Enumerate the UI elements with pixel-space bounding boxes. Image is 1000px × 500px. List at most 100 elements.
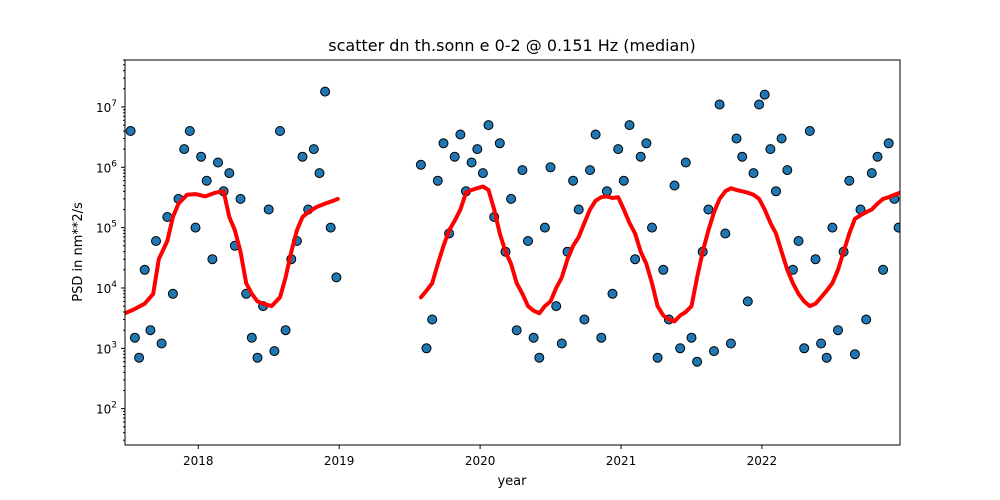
data-point bbox=[432, 175, 443, 186]
data-point bbox=[523, 236, 533, 246]
data-point bbox=[252, 352, 263, 363]
data-point bbox=[821, 352, 832, 363]
data-point bbox=[156, 338, 167, 349]
data-point bbox=[737, 151, 748, 162]
data-point bbox=[720, 228, 731, 239]
data-point bbox=[692, 356, 703, 367]
data-point bbox=[579, 314, 590, 325]
data-point bbox=[184, 126, 195, 136]
y-tick-label: 105 bbox=[96, 220, 117, 236]
data-point bbox=[613, 144, 624, 155]
data-point bbox=[449, 151, 460, 162]
plot-area bbox=[125, 86, 900, 367]
data-point bbox=[207, 254, 218, 265]
data-point bbox=[630, 254, 641, 265]
data-point bbox=[455, 129, 466, 140]
data-point bbox=[573, 204, 584, 215]
axes-frame bbox=[124, 59, 901, 446]
data-point bbox=[759, 89, 770, 100]
data-point bbox=[325, 222, 336, 233]
data-point bbox=[827, 222, 838, 233]
y-tick-label: 102 bbox=[96, 401, 117, 417]
data-point bbox=[125, 126, 136, 136]
data-point bbox=[314, 168, 325, 179]
data-point bbox=[849, 349, 860, 360]
data-point bbox=[134, 352, 145, 363]
data-point bbox=[331, 272, 342, 283]
data-point bbox=[506, 193, 517, 204]
data-point bbox=[534, 352, 545, 363]
data-point bbox=[669, 180, 680, 191]
data-point bbox=[624, 120, 635, 131]
data-point bbox=[415, 159, 426, 170]
data-point bbox=[793, 236, 804, 246]
data-point bbox=[224, 168, 235, 179]
data-point bbox=[201, 175, 212, 186]
scatter-points bbox=[125, 86, 900, 367]
data-point bbox=[804, 126, 815, 136]
data-point bbox=[742, 296, 753, 307]
data-point bbox=[725, 338, 736, 349]
data-point bbox=[511, 325, 522, 336]
data-point bbox=[675, 343, 686, 354]
data-point bbox=[556, 338, 567, 349]
data-point bbox=[568, 175, 579, 186]
data-point bbox=[714, 99, 725, 110]
data-point bbox=[731, 133, 742, 144]
data-point bbox=[263, 204, 274, 215]
median-line-segment bbox=[418, 184, 900, 324]
data-point bbox=[545, 162, 556, 173]
x-tick-label: 2022 bbox=[747, 454, 778, 468]
data-point bbox=[771, 186, 781, 197]
data-point bbox=[585, 165, 595, 176]
data-point bbox=[844, 175, 855, 186]
x-tick-label: 2021 bbox=[606, 454, 637, 468]
data-point bbox=[139, 264, 150, 275]
data-point bbox=[190, 222, 201, 233]
x-axis: 2018 2019 2020 2021 2022 bbox=[183, 445, 777, 468]
y-axis-label: PSD in nm**2/s bbox=[71, 202, 86, 302]
data-point bbox=[280, 325, 291, 336]
data-point bbox=[680, 157, 691, 168]
data-point bbox=[466, 157, 477, 168]
data-point bbox=[833, 325, 843, 336]
data-point bbox=[748, 168, 759, 179]
x-tick-label: 2019 bbox=[324, 454, 355, 468]
data-point bbox=[754, 99, 765, 110]
data-point bbox=[196, 151, 207, 162]
data-point bbox=[703, 204, 714, 215]
data-point bbox=[618, 175, 629, 186]
x-axis-label: year bbox=[497, 474, 527, 489]
data-point bbox=[861, 314, 872, 325]
chart-title: scatter dn th.sonn e 0-2 @ 0.151 Hz (med… bbox=[328, 36, 695, 55]
data-point bbox=[765, 144, 776, 155]
data-point bbox=[872, 151, 883, 162]
y-tick-label: 104 bbox=[96, 280, 117, 296]
data-point bbox=[438, 138, 449, 149]
y-tick-label: 107 bbox=[96, 99, 117, 115]
data-point bbox=[539, 222, 550, 233]
data-point bbox=[308, 144, 319, 155]
data-point bbox=[782, 165, 793, 176]
data-point bbox=[269, 346, 280, 357]
data-point bbox=[799, 343, 810, 354]
data-point bbox=[647, 222, 657, 233]
data-point bbox=[472, 144, 483, 155]
data-point bbox=[213, 157, 223, 168]
x-tick-label: 2020 bbox=[465, 454, 496, 468]
median-line-segment bbox=[125, 189, 340, 316]
data-point bbox=[635, 151, 646, 162]
data-point bbox=[517, 165, 528, 176]
data-point bbox=[129, 332, 140, 343]
data-point bbox=[641, 138, 652, 149]
data-point bbox=[421, 343, 432, 354]
y-tick-label: 103 bbox=[96, 340, 117, 356]
data-point bbox=[590, 129, 601, 140]
y-axis: 102 103 104 105 106 107 bbox=[96, 59, 125, 441]
data-point bbox=[816, 338, 827, 349]
data-point bbox=[477, 168, 488, 179]
data-point bbox=[179, 144, 190, 155]
data-point bbox=[246, 332, 257, 343]
